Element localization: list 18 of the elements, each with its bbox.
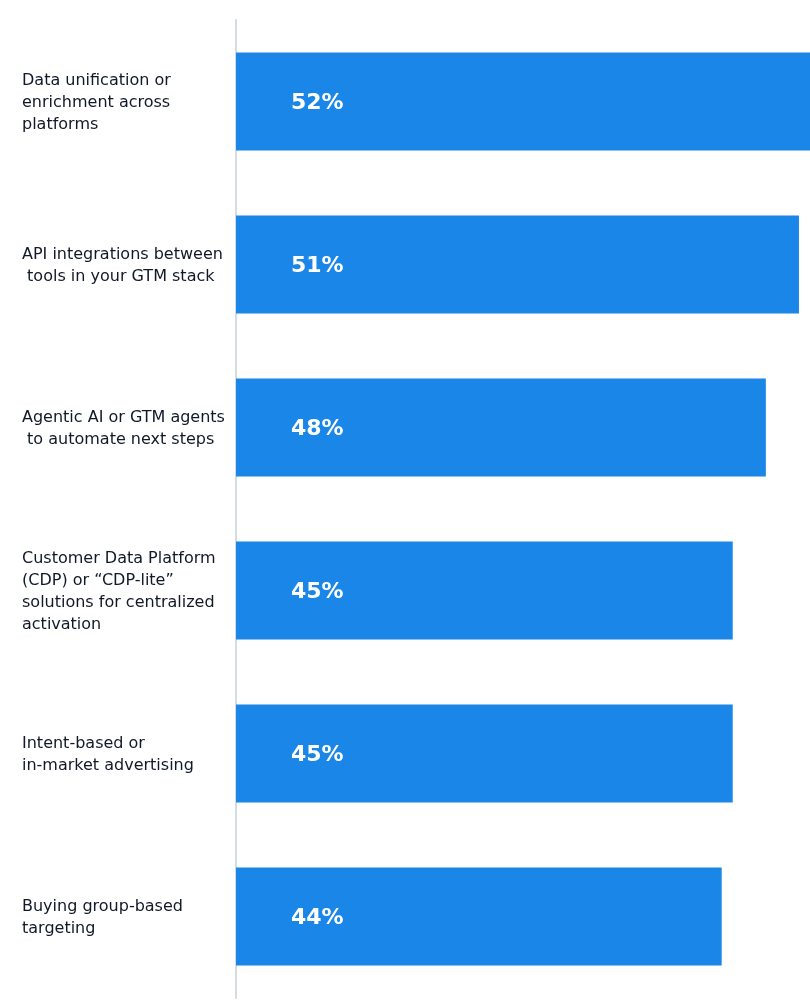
y-tick-label: Customer Data Platform (CDP) or “CDP-lite” solutions for centralized activation: [22, 548, 221, 633]
y-tick-label: Intent-based or in-market advertising: [22, 733, 194, 774]
y-tick-label: Data unification or enrichment across platforms: [22, 70, 176, 133]
data-label: 45%: [291, 578, 344, 603]
bar: [236, 704, 733, 803]
bar: [236, 867, 722, 966]
bar: [236, 378, 766, 477]
data-label: 45%: [291, 741, 344, 766]
y-tick-label: Agentic AI or GTM agents to automate next steps: [22, 407, 225, 448]
y-tick-label: Buying group-based targeting: [22, 896, 189, 937]
data-label: 48%: [291, 415, 344, 440]
data-label: 44%: [291, 904, 344, 929]
bar: [236, 215, 799, 314]
bar: [236, 541, 733, 640]
bar: [236, 52, 810, 151]
data-label: 51%: [291, 252, 344, 277]
data-label: 52%: [291, 89, 344, 114]
y-tick-label: API integrations between tools in your GTM stack: [22, 244, 223, 285]
